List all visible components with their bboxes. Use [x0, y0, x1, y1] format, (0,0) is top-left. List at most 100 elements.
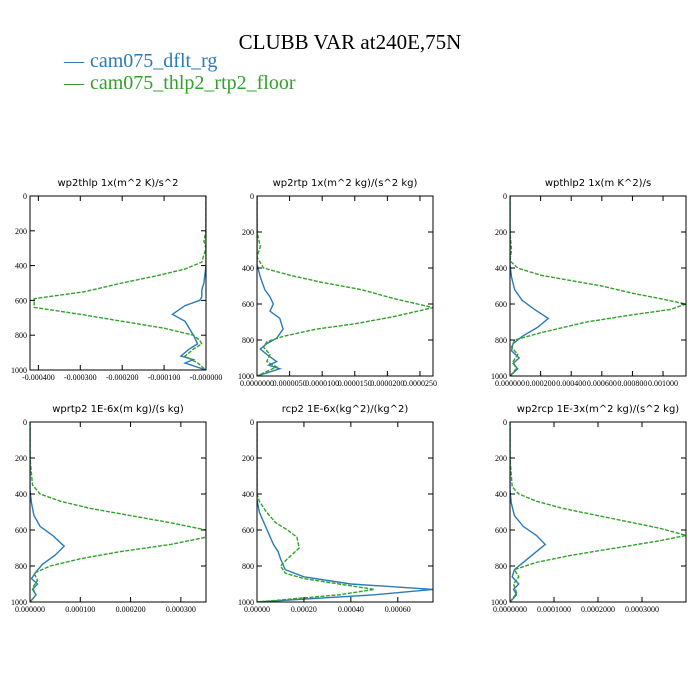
y-tick-label: 800 — [15, 331, 27, 340]
plot-frame — [509, 421, 687, 603]
series-line-floor — [33, 196, 206, 370]
plot-frame — [256, 421, 434, 603]
y-tick-label: 600 — [15, 296, 27, 305]
series-line-dflt — [510, 422, 547, 602]
y-tick-label: 400 — [495, 264, 507, 273]
y-tick-label: 600 — [495, 526, 507, 535]
series-line-floor — [510, 196, 686, 376]
plot-frame — [29, 195, 207, 371]
x-tick-label: 0.0000000 — [493, 605, 527, 614]
plot-frame — [509, 195, 687, 377]
subplot-title: wpthlp2 1x(m K^2)/s — [545, 178, 651, 189]
y-tick-label: 200 — [15, 227, 27, 236]
x-tick-label: 0.000400 — [556, 379, 586, 388]
x-tick-label: 0.0002000 — [581, 605, 615, 614]
series-line-floor — [257, 196, 433, 376]
y-tick-label: 1000 — [238, 372, 254, 381]
y-tick-label: 600 — [15, 526, 27, 535]
y-tick-label: 200 — [242, 228, 254, 237]
x-tick-label: 0.000000 — [15, 605, 45, 614]
x-tick-label: 0.0000000 — [240, 379, 274, 388]
x-tick-label: 0.00040 — [338, 605, 364, 614]
series-line-dflt — [171, 196, 206, 370]
x-tick-label: 0.000300 — [166, 605, 196, 614]
y-tick-label: 400 — [242, 264, 254, 273]
y-tick-label: 0 — [503, 418, 507, 427]
x-tick-label: 0.000200 — [116, 605, 146, 614]
legend-label: cam075_thlp2_rtp2_floor — [90, 72, 296, 94]
x-tick-label: 0.0000250 — [403, 379, 437, 388]
legend-dash: — — [64, 72, 84, 94]
y-tick-label: 800 — [242, 336, 254, 345]
plot-frame — [29, 421, 207, 603]
x-tick-label: 0.00060 — [385, 605, 411, 614]
y-tick-label: 200 — [15, 454, 27, 463]
y-tick-label: 200 — [495, 454, 507, 463]
x-tick-label: 0.00020 — [291, 605, 317, 614]
y-tick-label: 600 — [242, 300, 254, 309]
y-tick-label: 200 — [495, 228, 507, 237]
x-tick-label: 0.000600 — [587, 379, 617, 388]
x-tick-label: 0.0001000 — [537, 605, 571, 614]
y-tick-label: 600 — [495, 300, 507, 309]
y-tick-label: 400 — [15, 490, 27, 499]
subplot-title: wp2rtp 1x(m^2 kg)/(s^2 kg) — [273, 178, 418, 189]
series-line-floor — [510, 422, 686, 602]
legend-item-floor: — cam075_thlp2_rtp2_floor — [64, 72, 296, 95]
x-tick-label: -0.000200 — [106, 373, 139, 382]
y-tick-label: 800 — [242, 562, 254, 571]
x-tick-label: 0.0000200 — [370, 379, 404, 388]
legend-label: cam075_dflt_rg — [90, 50, 218, 72]
x-tick-label: 0.001000 — [648, 379, 678, 388]
y-tick-label: 1000 — [491, 372, 507, 381]
subplot-4: wprtp2 1E-6x(m kg)/(s kg) 0 200 400 600 800 10… — [11, 404, 207, 614]
y-tick-label: 0 — [503, 192, 507, 201]
legend-dash: — — [64, 50, 84, 72]
subplot-2: wp2rtp 1x(m^2 kg)/(s^2 kg) 0 200 400 600 800 1… — [238, 178, 437, 388]
x-tick-label: 0.0000050 — [273, 379, 307, 388]
series-line-dflt — [30, 422, 66, 602]
series-line-dflt — [257, 422, 433, 602]
y-tick-label: 1000 — [238, 598, 254, 607]
y-tick-label: 1000 — [11, 598, 27, 607]
figure-title: CLUBB VAR at240E,75N — [238, 30, 462, 54]
y-tick-label: 0 — [23, 192, 27, 201]
x-tick-label: 0.000800 — [617, 379, 647, 388]
y-tick-label: 400 — [15, 262, 27, 271]
y-tick-label: 400 — [495, 490, 507, 499]
series-line-dflt — [257, 196, 284, 376]
subplot-3: wpthlp2 1x(m K^2)/s020040060080010000.00… — [491, 178, 687, 388]
x-tick-label: 0.000200 — [526, 379, 556, 388]
y-tick-label: 400 — [242, 490, 254, 499]
y-tick-label: 0 — [250, 192, 254, 201]
x-tick-label: 0.000100 — [65, 605, 95, 614]
y-tick-label: 0 — [23, 418, 27, 427]
x-tick-label: 0.0000100 — [305, 379, 339, 388]
x-tick-label: -0.000100 — [148, 373, 181, 382]
y-tick-label: 0 — [250, 418, 254, 427]
y-tick-label: 800 — [495, 336, 507, 345]
x-tick-label: -0.000300 — [64, 373, 97, 382]
series-line-floor — [257, 422, 375, 602]
x-tick-label: 0.0000150 — [338, 379, 372, 388]
subplot-title: wprtp2 1E-6x(m kg)/(s kg) — [52, 404, 184, 415]
subplot-1: wp2thlp 1x(m^2 K)/s^202004006008001000-0… — [11, 178, 222, 382]
y-tick-label: 600 — [242, 526, 254, 535]
subplot-title: wp2rcp 1E-3x(m^2 kg)/(s^2 kg) — [517, 404, 680, 415]
subplot-6: wp2rcp 1E-3x(m^2 kg)/(s^2 kg) 0 200 400 600 8… — [491, 404, 687, 614]
plot-frame — [256, 195, 434, 377]
x-tick-label: 0.000000 — [495, 379, 525, 388]
x-tick-label: 0.0003000 — [625, 605, 659, 614]
y-tick-label: 200 — [242, 454, 254, 463]
subplot-5: rcp2 1E-6x(kg^2)/(kg^2) 0 200 400 600 800 1000… — [238, 404, 434, 614]
y-tick-label: 800 — [495, 562, 507, 571]
x-tick-label: -0.000400 — [22, 373, 55, 382]
legend-item-dflt: — cam075_dflt_rg — [64, 50, 217, 73]
series-line-dflt — [510, 196, 550, 376]
y-tick-label: 1000 — [491, 598, 507, 607]
series-line-floor — [30, 422, 206, 602]
subplot-title: rcp2 1E-6x(kg^2)/(kg^2) — [282, 404, 409, 415]
y-tick-label: 1000 — [11, 366, 27, 375]
subplot-title: wp2thlp 1x(m^2 K)/s^2 — [57, 178, 178, 189]
